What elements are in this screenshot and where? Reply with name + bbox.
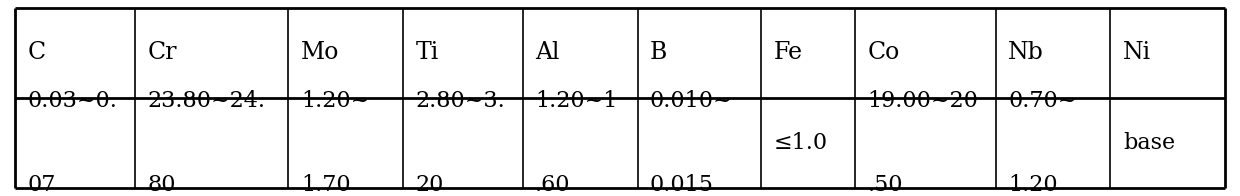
Text: 19.00~20

.50: 19.00~20 .50: [868, 90, 978, 196]
Text: Ti: Ti: [415, 41, 439, 64]
Text: 1.20~

1.70: 1.20~ 1.70: [301, 90, 370, 196]
Text: Cr: Cr: [148, 41, 176, 64]
Text: C: C: [27, 41, 46, 64]
Text: 1.20~1

.60: 1.20~1 .60: [536, 90, 618, 196]
Text: 0.70~

1.20: 0.70~ 1.20: [1008, 90, 1076, 196]
Text: Al: Al: [536, 41, 559, 64]
Text: 2.80~3.

20: 2.80~3. 20: [415, 90, 505, 196]
Text: 0.010~

0.015: 0.010~ 0.015: [650, 90, 733, 196]
Text: B: B: [650, 41, 667, 64]
Text: Mo: Mo: [301, 41, 340, 64]
Text: Nb: Nb: [1008, 41, 1044, 64]
Text: Ni: Ni: [1123, 41, 1151, 64]
Text: 0.03~0.

07: 0.03~0. 07: [27, 90, 117, 196]
Text: 23.80~24.

80: 23.80~24. 80: [148, 90, 265, 196]
Text: Fe: Fe: [774, 41, 802, 64]
Text: ≤1.0: ≤1.0: [774, 132, 828, 154]
Text: Co: Co: [868, 41, 900, 64]
Text: base: base: [1123, 132, 1176, 154]
